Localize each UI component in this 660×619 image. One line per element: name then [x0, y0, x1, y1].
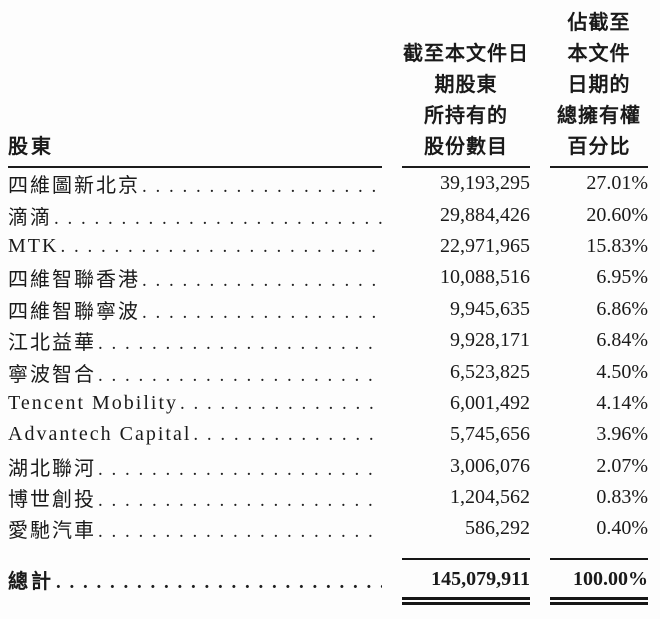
- col-percent-header: 佔截至 本文件 日期的 總擁有權 百分比: [550, 8, 648, 168]
- shares-value: 6,523,825: [450, 360, 530, 383]
- shareholder-name: 四維圖新北京: [8, 175, 140, 198]
- table-row: 湖北聯河 3,006,076 2.07%: [8, 451, 648, 482]
- shareholder-name: 博世創投: [8, 489, 96, 512]
- shares-value: 5,745,656: [450, 423, 530, 446]
- table-row: 四維智聯香港 10,088,516 6.95%: [8, 262, 648, 293]
- col-percent-header-line: 百分比: [567, 136, 631, 158]
- percent-value: 3.96%: [596, 423, 648, 446]
- col-shares-header: 截至本文件日 期股東 所持有的 股份數目: [402, 39, 530, 168]
- percent-value: 0.83%: [596, 486, 648, 509]
- col-shares-header-line: 所持有的: [424, 105, 508, 127]
- dot-leader: [98, 489, 382, 512]
- total-shares-value: 145,079,911: [402, 557, 530, 605]
- percent-value: 27.01%: [586, 172, 648, 195]
- col-shareholder-label: 股東: [8, 136, 54, 158]
- percent-value: 6.86%: [596, 297, 648, 320]
- table-row: 四維智聯寧波 9,945,635 6.86%: [8, 294, 648, 325]
- col-shareholder-header: 股東: [8, 132, 382, 168]
- shares-value: 39,193,295: [440, 172, 530, 195]
- dot-leader: [98, 520, 382, 543]
- shareholder-name-cell: 湖北聯河: [8, 452, 382, 481]
- percent-value: 6.95%: [596, 266, 648, 289]
- dot-leader: [56, 571, 382, 594]
- shareholder-name: Tencent Mobility: [8, 391, 179, 414]
- shareholder-name-cell: 滴滴: [8, 201, 382, 230]
- percent-value: 20.60%: [586, 203, 648, 226]
- shares-value: 22,971,965: [440, 234, 530, 257]
- dot-leader: [98, 458, 382, 481]
- shareholder-name-cell: 四維智聯香港: [8, 263, 382, 292]
- total-row: 總計 145,079,911 100.00%: [8, 557, 648, 605]
- dot-leader: [98, 332, 382, 355]
- col-percent-header-line: 佔截至: [567, 12, 631, 34]
- shareholder-name-cell: 愛馳汽車: [8, 514, 382, 543]
- dot-leader: [142, 269, 382, 292]
- table-body: 四維圖新北京 39,193,295 27.01% 滴滴 29,884,426 2…: [8, 168, 648, 545]
- shares-value: 10,088,516: [440, 266, 530, 289]
- total-label: 總計: [8, 570, 54, 593]
- shareholder-name: MTK: [8, 234, 59, 257]
- col-percent-header-line: 本文件: [567, 43, 631, 65]
- percent-value: 4.50%: [596, 360, 648, 383]
- dot-leader: [142, 301, 382, 324]
- shareholder-name: 寧波智合: [8, 363, 96, 386]
- table-row: Tencent Mobility 6,001,492 4.14%: [8, 388, 648, 419]
- shares-value: 9,928,171: [450, 329, 530, 352]
- shareholder-name-cell: MTK: [8, 235, 382, 258]
- table-row: 寧波智合 6,523,825 4.50%: [8, 356, 648, 387]
- dot-leader: [98, 364, 382, 387]
- shareholder-name-cell: 四維智聯寧波: [8, 295, 382, 324]
- shareholder-name: Advantech Capital: [8, 423, 192, 446]
- col-percent-header-line: 總擁有權: [557, 105, 641, 127]
- shareholder-name: 四維智聯香港: [8, 269, 140, 292]
- shares-value: 3,006,076: [450, 454, 530, 477]
- table-row: MTK 22,971,965 15.83%: [8, 231, 648, 262]
- shares-value: 9,945,635: [450, 297, 530, 320]
- shareholder-name-cell: 四維圖新北京: [8, 169, 382, 198]
- shares-value: 29,884,426: [440, 203, 530, 226]
- table-row: 四維圖新北京 39,193,295 27.01%: [8, 168, 648, 199]
- shares-value: 1,204,562: [450, 486, 530, 509]
- total-percent-value: 100.00%: [550, 557, 648, 605]
- shareholder-name-cell: 博世創投: [8, 483, 382, 512]
- shareholder-name-cell: Tencent Mobility: [8, 392, 382, 415]
- table-row: 愛馳汽車 586,292 0.40%: [8, 513, 648, 544]
- shareholder-name: 四維智聯寧波: [8, 300, 140, 323]
- total-label-cell: 總計: [8, 565, 382, 600]
- table-header: 股東 截至本文件日 期股東 所持有的 股份數目 佔截至 本文件 日期的 總擁有權…: [8, 8, 648, 168]
- dot-leader: [54, 207, 382, 230]
- shareholder-name-cell: 江北益華: [8, 326, 382, 355]
- col-shares-header-line: 截至本文件日: [403, 43, 529, 65]
- table-row: 博世創投 1,204,562 0.83%: [8, 482, 648, 513]
- shares-value: 586,292: [465, 517, 530, 540]
- col-shares-header-line: 期股東: [434, 74, 498, 96]
- shareholder-name-cell: Advantech Capital: [8, 423, 382, 446]
- table-row: 滴滴 29,884,426 20.60%: [8, 199, 648, 230]
- shareholder-name: 愛馳汽車: [8, 520, 96, 543]
- col-shares-header-line: 股份數目: [424, 136, 508, 158]
- table-row: 江北益華 9,928,171 6.84%: [8, 325, 648, 356]
- shareholder-name: 滴滴: [8, 206, 52, 229]
- col-percent-header-line: 日期的: [567, 74, 631, 96]
- shareholder-name: 湖北聯河: [8, 457, 96, 480]
- percent-value: 4.14%: [596, 391, 648, 414]
- percent-value: 6.84%: [596, 329, 648, 352]
- percent-value: 0.40%: [596, 517, 648, 540]
- shareholder-name: 江北益華: [8, 332, 96, 355]
- percent-value: 15.83%: [586, 234, 648, 257]
- table-row: Advantech Capital 5,745,656 3.96%: [8, 419, 648, 450]
- dot-leader: [180, 392, 382, 415]
- dot-leader: [193, 423, 382, 446]
- shareholder-name-cell: 寧波智合: [8, 358, 382, 387]
- dot-leader: [60, 235, 382, 258]
- shares-value: 6,001,492: [450, 391, 530, 414]
- percent-value: 2.07%: [596, 454, 648, 477]
- dot-leader: [142, 175, 382, 198]
